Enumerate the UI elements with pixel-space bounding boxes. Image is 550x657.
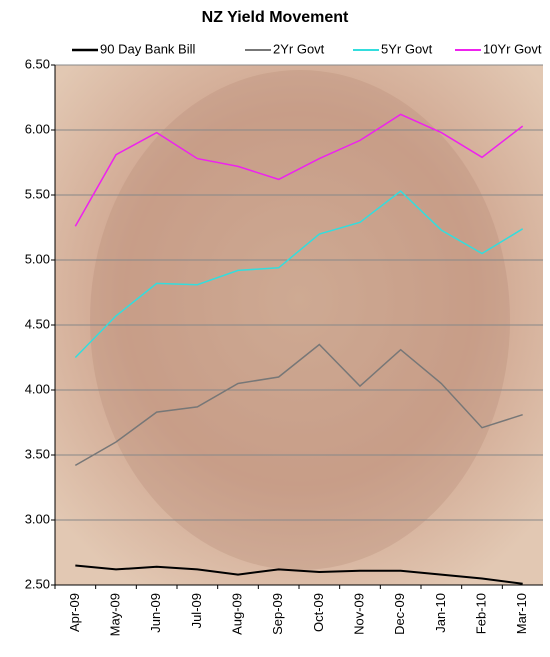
x-tick-label: Oct-09 bbox=[311, 593, 326, 632]
legend-label: 5Yr Govt bbox=[381, 41, 433, 56]
x-tick-label: Sep-09 bbox=[270, 593, 285, 635]
x-tick-label: May-09 bbox=[107, 593, 122, 636]
y-tick-label: 5.50 bbox=[25, 186, 50, 201]
y-tick-label: 5.00 bbox=[25, 251, 50, 266]
background-decoration bbox=[90, 70, 510, 570]
x-tick-label: Apr-09 bbox=[67, 593, 82, 632]
legend-label: 90 Day Bank Bill bbox=[100, 41, 195, 56]
legend-label: 10Yr Govt bbox=[483, 41, 542, 56]
x-tick-label: Aug-09 bbox=[229, 593, 244, 635]
x-tick-label: Dec-09 bbox=[392, 593, 407, 635]
x-tick-label: Nov-09 bbox=[351, 593, 366, 635]
chart-title: NZ Yield Movement bbox=[202, 9, 349, 26]
y-tick-label: 3.00 bbox=[25, 511, 50, 526]
x-tick-label: Jan-10 bbox=[433, 593, 448, 633]
x-tick-label: Jul-09 bbox=[189, 593, 204, 628]
y-tick-label: 3.50 bbox=[25, 446, 50, 461]
x-tick-label: Jun-09 bbox=[148, 593, 163, 633]
y-tick-label: 4.00 bbox=[25, 381, 50, 396]
x-tick-label: Feb-10 bbox=[473, 593, 488, 634]
y-tick-label: 6.00 bbox=[25, 121, 50, 136]
x-tick-label: Mar-10 bbox=[514, 593, 529, 634]
y-tick-label: 6.50 bbox=[25, 56, 50, 71]
chart: NZ Yield Movement 2.50 3.00 3.50 4.00 4.50 5.… bbox=[0, 0, 550, 657]
legend-label: 2Yr Govt bbox=[273, 41, 325, 56]
y-tick-label: 2.50 bbox=[25, 576, 50, 591]
y-tick-label: 4.50 bbox=[25, 316, 50, 331]
